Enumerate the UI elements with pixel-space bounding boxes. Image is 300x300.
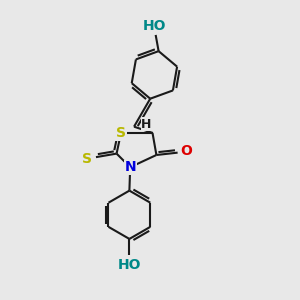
- Text: HO: HO: [142, 19, 166, 32]
- Text: H: H: [141, 118, 152, 131]
- Text: S: S: [116, 126, 126, 140]
- Text: S: S: [82, 152, 92, 166]
- Text: N: N: [124, 160, 136, 174]
- Text: HO: HO: [118, 257, 141, 272]
- Text: O: O: [181, 145, 192, 158]
